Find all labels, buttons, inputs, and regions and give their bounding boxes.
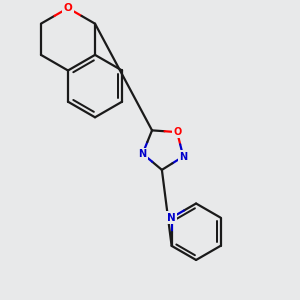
Text: N: N xyxy=(179,152,187,161)
Text: N: N xyxy=(167,213,176,223)
Text: O: O xyxy=(64,3,72,13)
Text: O: O xyxy=(173,127,181,137)
Text: N: N xyxy=(139,149,147,159)
